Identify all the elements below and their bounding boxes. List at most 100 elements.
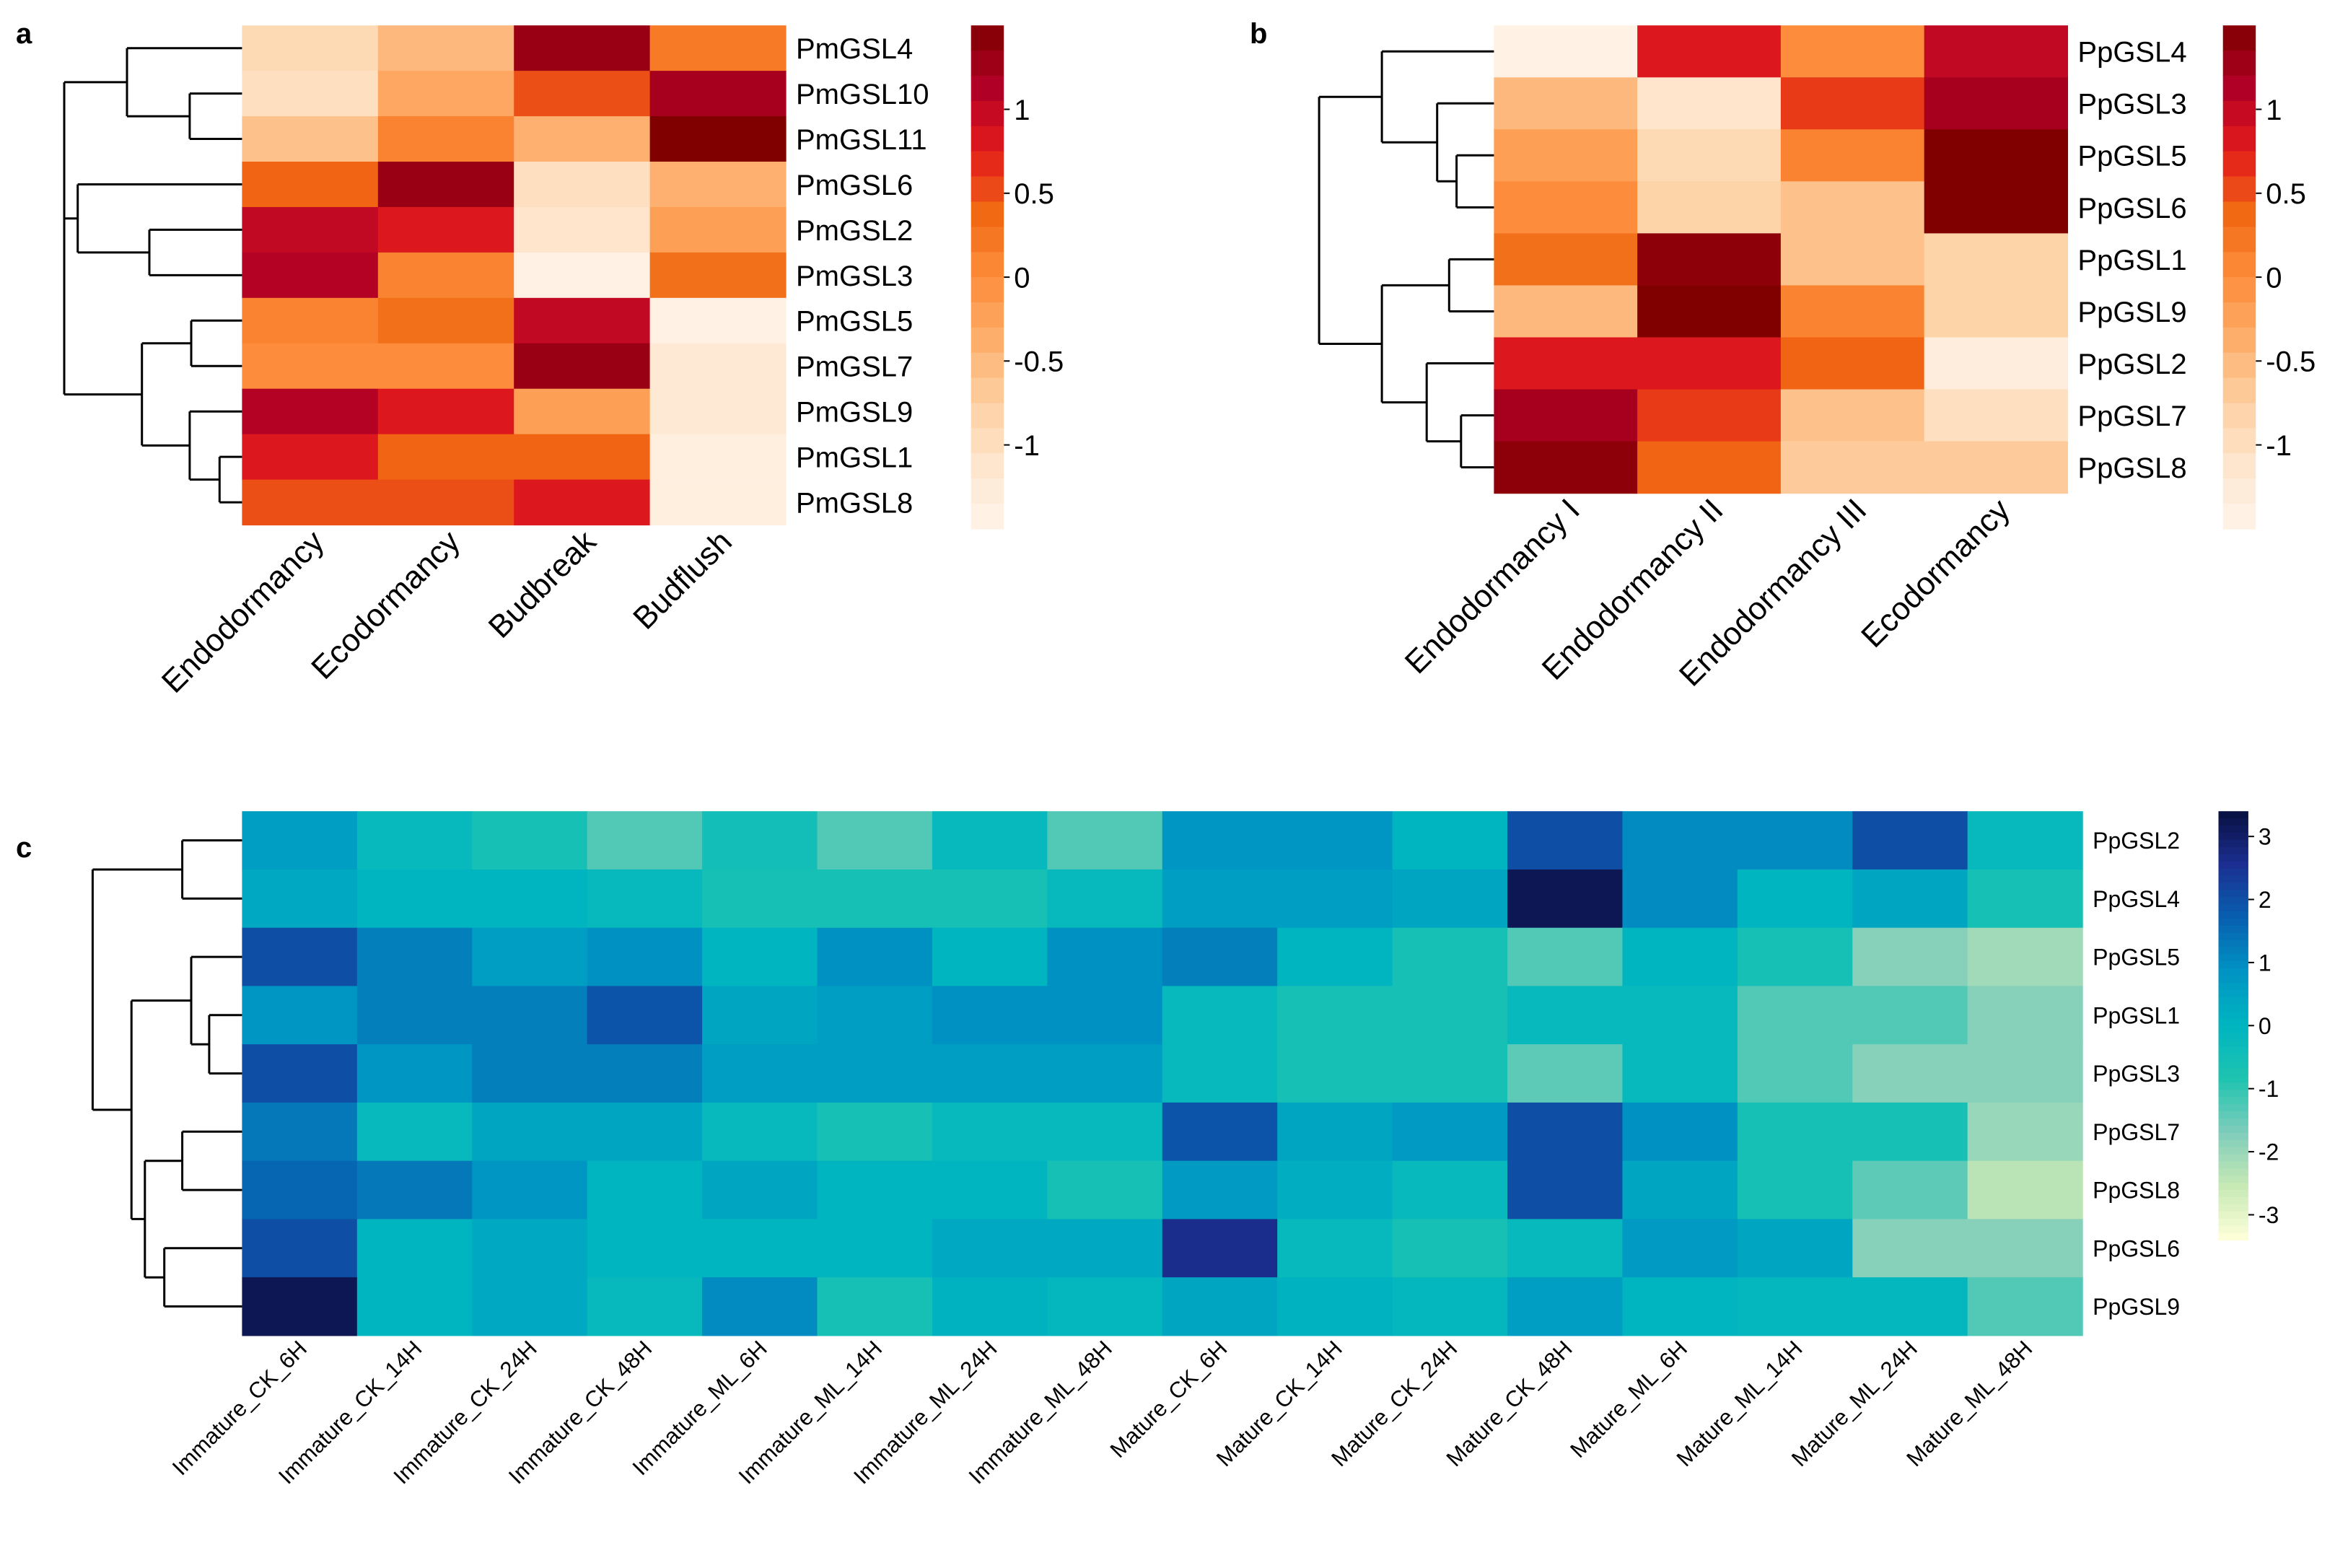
heatmap-cell-PpGSL5-Mature_ML_24H — [1852, 927, 1968, 987]
colorbar-swatch — [2218, 1068, 2248, 1077]
heatmap-cell-PpGSL4-Mature_ML_14H — [1737, 869, 1853, 929]
panel-a-row-labels: PmGSL4 PmGSL10 PmGSL11 PmGSL6 PmGSL2 PmGSL3 Pm… — [796, 33, 929, 519]
heatmap-cell-PpGSL3-Mature_ML_24H — [1852, 1044, 1968, 1103]
heatmap-cell-PmGSL7-Budbreak — [514, 343, 651, 390]
colorbar-swatch — [2218, 904, 2248, 912]
heatmap-cell-PmGSL8-Endodormancy — [242, 479, 379, 526]
colorbar-swatch — [2218, 925, 2248, 934]
colorbar-swatch — [2218, 947, 2248, 955]
heatmap-cell-PmGSL6-Ecodormancy — [377, 162, 514, 208]
colorbar-swatch — [971, 151, 1004, 178]
heatmap-cell-PpGSL1-Immature_ML_14H — [817, 986, 933, 1045]
heatmap-cell-PmGSL2-Ecodormancy — [377, 206, 514, 253]
panel-c-heatmap: PpGSL2 PpGSL4 PpGSL5 PpGSL1 PpGSL3 PpGSL7 PpGS… — [91, 811, 2279, 1489]
colorbar-swatch — [2218, 932, 2248, 941]
colorbar-swatch — [2218, 1097, 2248, 1105]
colorbar-swatch — [2218, 811, 2248, 819]
row-label-PpGSL4: PpGSL4 — [2093, 886, 2180, 912]
heatmap-cell-PpGSL2-Mature_CK_48H — [1507, 811, 1624, 870]
panel-c-dendrogram — [91, 839, 242, 1308]
heatmap-cell-PmGSL3-Budbreak — [514, 252, 651, 299]
colorbar-swatch — [971, 25, 1004, 51]
column-label-Mature_CK_6H: Mature_CK_6H — [1105, 1336, 1232, 1463]
colorbar-tick-label: 0.5 — [1014, 178, 1054, 210]
heatmap-cell-PpGSL7-Immature_ML_24H — [932, 1102, 1048, 1162]
row-label-PpGSL3: PpGSL3 — [2077, 89, 2186, 121]
heatmap-cell-PpGSL1-Immature_CK_6H — [242, 986, 358, 1045]
heatmap-cell-PpGSL4-Endodormancy I — [1494, 25, 1638, 78]
heatmap-cell-PpGSL6-Mature_CK_6H — [1162, 1219, 1278, 1278]
colorbar-tick-label: 3 — [2259, 824, 2272, 850]
colorbar-swatch — [2218, 882, 2248, 890]
colorbar-swatch — [2218, 1211, 2248, 1219]
colorbar-swatch — [2218, 968, 2248, 976]
heatmap-cell-PpGSL6-Mature_CK_24H — [1392, 1219, 1508, 1278]
panel-b-row-labels: PpGSL4 PpGSL3 PpGSL5 PpGSL6 PpGSL1 PpGSL9 PpGS… — [2077, 37, 2186, 484]
colorbar-swatch — [2218, 918, 2248, 927]
column-label-Mature_CK_14H: Mature_CK_14H — [1212, 1336, 1347, 1471]
heatmap-cell-PpGSL8-Endodormancy I — [1494, 441, 1638, 494]
colorbar-swatch — [2222, 176, 2256, 203]
colorbar-swatch — [2218, 1218, 2248, 1227]
heatmap-cell-PmGSL1-Budflush — [649, 434, 787, 481]
heatmap-cell-PpGSL3-Mature_CK_24H — [1392, 1044, 1508, 1103]
heatmap-cell-PpGSL1-Endodormancy III — [1780, 233, 1925, 286]
colorbar-swatch — [2218, 1190, 2248, 1198]
heatmap-cell-PmGSL5-Budflush — [649, 297, 787, 344]
heatmap-cell-PpGSL1-Mature_ML_24H — [1852, 986, 1968, 1045]
heatmap-cell-PpGSL7-Immature_CK_24H — [472, 1102, 588, 1162]
heatmap-cell-PpGSL2-Endodormancy II — [1637, 337, 1782, 390]
colorbar-swatch — [2222, 478, 2256, 504]
heatmap-cell-PmGSL4-Endodormancy — [242, 25, 379, 71]
heatmap-cell-PpGSL1-Immature_ML_6H — [702, 986, 818, 1045]
heatmap-cell-PpGSL9-Immature_ML_24H — [932, 1277, 1048, 1336]
heatmap-cell-PpGSL9-Mature_ML_6H — [1622, 1277, 1738, 1336]
panel-c-cells — [242, 811, 2083, 1336]
heatmap-cell-PpGSL9-Endodormancy I — [1494, 285, 1638, 338]
row-label-PpGSL7: PpGSL7 — [2077, 400, 2186, 432]
colorbar-swatch — [2218, 839, 2248, 848]
colorbar-swatch — [971, 428, 1004, 455]
heatmap-cell-PpGSL4-Mature_ML_24H — [1852, 869, 1968, 929]
heatmap-cell-PpGSL8-Mature_ML_14H — [1737, 1160, 1853, 1220]
colorbar-swatch — [2222, 227, 2256, 253]
heatmap-cell-PpGSL9-Endodormancy III — [1780, 285, 1925, 338]
heatmap-cell-PpGSL1-Mature_ML_48H — [1967, 986, 2083, 1045]
row-label-PpGSL5: PpGSL5 — [2093, 945, 2180, 971]
heatmap-cell-PpGSL9-Mature_ML_24H — [1852, 1277, 1968, 1336]
heatmap-cell-PpGSL5-Immature_CK_24H — [472, 927, 588, 987]
colorbar-swatch — [2218, 940, 2248, 948]
heatmap-cell-PpGSL5-Endodormancy I — [1494, 129, 1638, 182]
heatmap-cell-PpGSL1-Endodormancy II — [1637, 233, 1782, 286]
heatmap-cell-PpGSL7-Mature_CK_48H — [1507, 1102, 1624, 1162]
heatmap-cell-PmGSL1-Ecodormancy — [377, 434, 514, 481]
heatmap-cell-PpGSL6-Mature_ML_48H — [1967, 1219, 2083, 1278]
heatmap-cell-PpGSL4-Immature_CK_24H — [472, 869, 588, 929]
colorbar-tick-label: -0.5 — [1014, 346, 1064, 378]
heatmap-cell-PpGSL4-Immature_CK_48H — [587, 869, 703, 929]
heatmap-cell-PpGSL8-Mature_CK_24H — [1392, 1160, 1508, 1220]
colorbar-swatch — [2218, 1118, 2248, 1126]
heatmap-cell-PpGSL9-Immature_CK_24H — [472, 1277, 588, 1336]
panel-c-row-labels: PpGSL2 PpGSL4 PpGSL5 PpGSL1 PpGSL3 PpGSL7 PpGS… — [2093, 828, 2180, 1320]
row-label-PpGSL7: PpGSL7 — [2093, 1119, 2180, 1145]
colorbar-swatch — [2222, 504, 2256, 530]
heatmap-cell-PmGSL11-Ecodormancy — [377, 116, 514, 162]
colorbar-swatch — [2222, 76, 2256, 102]
colorbar-swatch — [2218, 832, 2248, 841]
heatmap-cell-PpGSL2-Mature_ML_48H — [1967, 811, 2083, 870]
heatmap-cell-PpGSL7-Immature_CK_6H — [242, 1102, 358, 1162]
heatmap-cell-PmGSL2-Budbreak — [514, 206, 651, 253]
colorbar-tick-label: -1 — [2266, 430, 2292, 462]
colorbar-swatch — [2218, 1111, 2248, 1119]
heatmap-cell-PmGSL8-Budflush — [649, 479, 787, 526]
heatmap-cell-PpGSL4-Ecodormancy — [1924, 25, 2069, 78]
heatmap-cell-PpGSL8-Ecodormancy — [1924, 441, 2069, 494]
colorbar-swatch — [2222, 100, 2256, 127]
heatmap-cell-PpGSL5-Immature_ML_14H — [817, 927, 933, 987]
colorbar-tick-label: -1 — [2259, 1076, 2279, 1102]
row-label-PmGSL11: PmGSL11 — [796, 124, 927, 156]
column-label-Budflush: Budflush — [626, 524, 739, 636]
row-label-PmGSL8: PmGSL8 — [796, 488, 913, 520]
